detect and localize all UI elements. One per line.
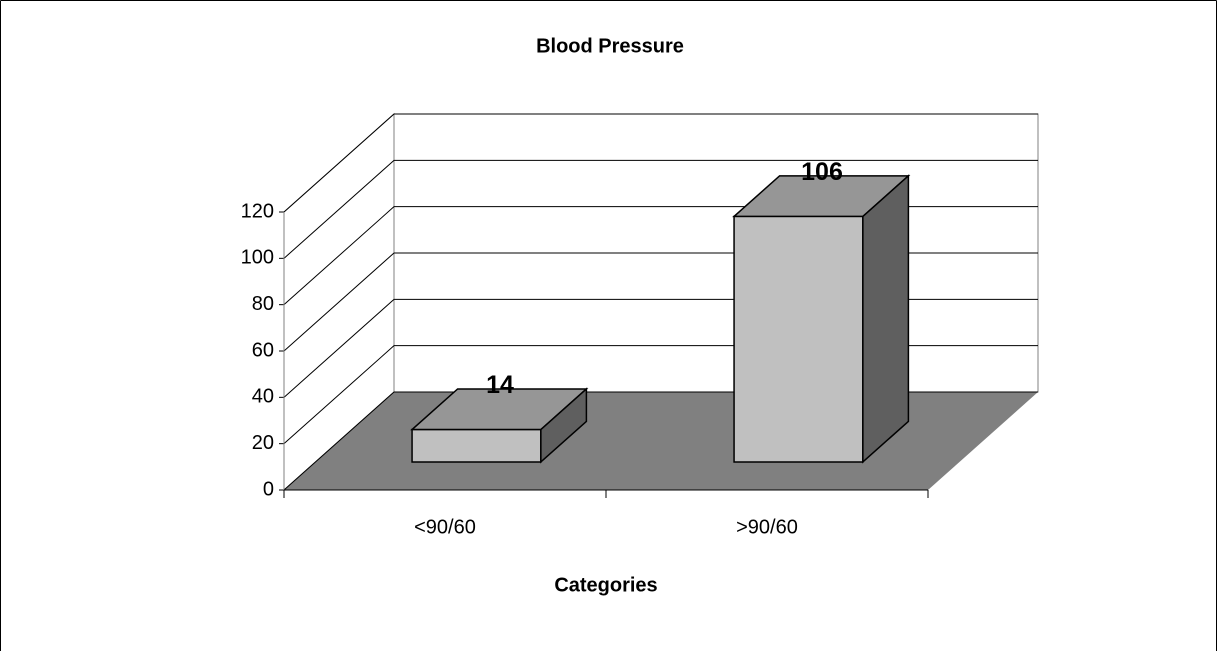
bar-front [733,215,864,463]
y-tick-label: 60 [252,339,274,361]
x-tick-label: <90/60 [414,516,476,538]
bar-side [862,174,910,464]
x-tick-label: >90/60 [736,516,798,538]
y-tick-label: 120 [241,200,274,222]
floor [284,392,1038,490]
bar [410,387,589,464]
chart-title: Blood Pressure [536,35,684,57]
y-tick-label: 40 [252,386,274,408]
y-tick-label: 80 [252,293,274,315]
bar-side [540,387,588,464]
grid-line [283,113,1038,213]
y-tick-label: 100 [241,247,274,269]
bar-front [411,428,542,463]
data-label: 106 [801,158,843,186]
data-label: 14 [486,371,514,399]
x-axis-title: Categories [554,574,657,596]
grid-line [283,159,1038,259]
y-tick-label: 0 [263,478,274,500]
y-tick-label: 20 [252,432,274,454]
bar [732,174,911,464]
